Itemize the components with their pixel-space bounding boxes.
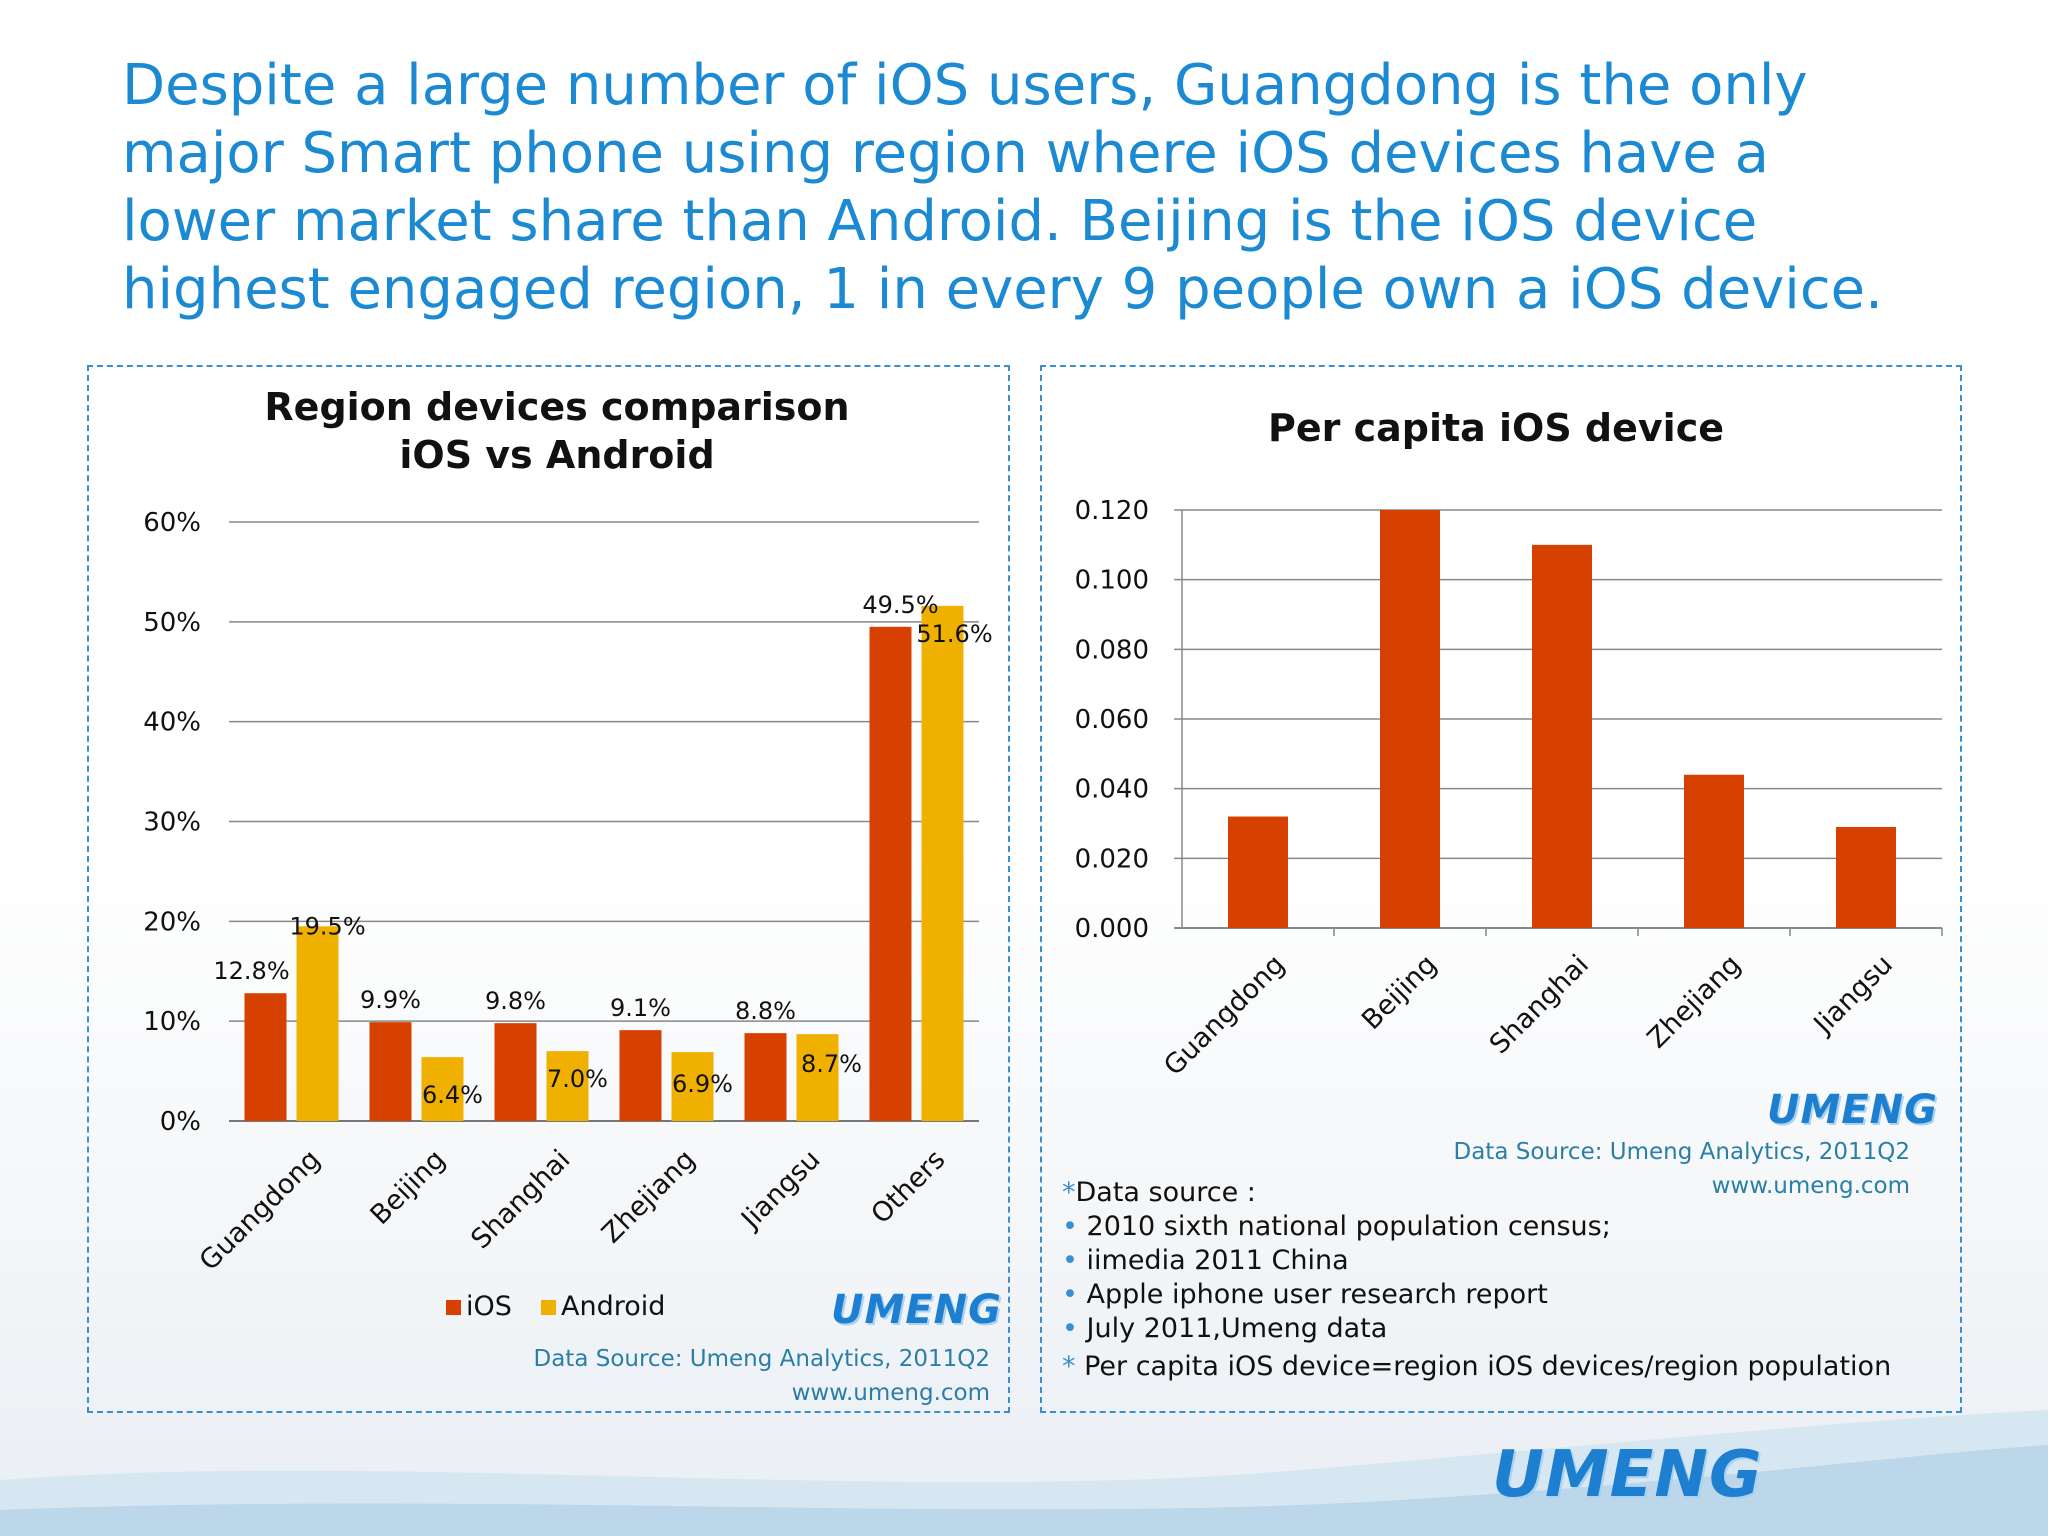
y-tick-label: 0.100: [1075, 566, 1149, 596]
y-tick-label: 0.040: [1075, 775, 1149, 805]
per-capita-chart: Per capita iOS device 0.000 0.020 0.040 0.0…: [1075, 406, 1943, 1082]
data-source: Data Source: Umeng Analytics, 2011Q2 www…: [1454, 1135, 1911, 1203]
data-label: 51.6%: [916, 620, 992, 648]
y-tick-label: 50%: [143, 608, 201, 638]
y-tick-label: 20%: [143, 907, 201, 937]
notes-item-text: 2010 sixth national population census;: [1086, 1211, 1611, 1242]
notes-heading: *Data source :: [1062, 1176, 1891, 1210]
bullet-icon: •: [1062, 1313, 1087, 1344]
data-label: 6.4%: [422, 1081, 483, 1109]
headline-line: major Smart phone using region where iOS…: [122, 121, 1769, 186]
data-source-line: Data Source: Umeng Analytics, 2011Q2: [533, 1346, 991, 1372]
x-tick-label: Shanghai: [1484, 949, 1595, 1060]
per-capita-panel: Per capita iOS device 0.000 0.020 0.040 0.0…: [1040, 365, 1962, 1413]
data-source-line: Data Source: Umeng Analytics, 2011Q2: [1453, 1139, 1911, 1165]
y-tick-label: 0.020: [1075, 844, 1149, 874]
legend-swatch-android: [541, 1300, 556, 1315]
asterisk-icon: *: [1062, 1351, 1076, 1382]
bar-android: [546, 1051, 589, 1121]
y-tick-label: 0.060: [1075, 705, 1149, 735]
data-label: 9.1%: [610, 994, 671, 1022]
bar-ios: [244, 993, 287, 1121]
headline-line: Despite a large number of iOS users, Gua…: [122, 53, 1808, 118]
bar-android: [671, 1052, 714, 1121]
data-label: 9.8%: [485, 987, 546, 1015]
data-label: 7.0%: [547, 1065, 608, 1093]
data-label: 9.9%: [360, 986, 421, 1014]
bar-ios: [744, 1033, 787, 1121]
x-tick-label: Shanghai: [465, 1144, 576, 1255]
headline-line: lower market share than Android. Beijing…: [122, 189, 1758, 254]
bar-per-capita: [1228, 816, 1288, 928]
footer-wave: [0, 1410, 2048, 1536]
x-tick-label: Beijing: [365, 1144, 452, 1231]
bar-ios: [869, 626, 912, 1121]
data-label: 8.8%: [735, 997, 796, 1025]
region-comparison-panel: Region devices comparison iOS vs Android…: [87, 365, 1010, 1413]
notes-footnote-text: Per capita iOS device=region iOS devices…: [1084, 1351, 1892, 1382]
notes-item-text: Apple iphone user research report: [1086, 1279, 1548, 1310]
x-tick-label: Others: [865, 1144, 951, 1230]
chart-title: Region devices comparison: [264, 385, 849, 429]
y-tick-label: 0.080: [1075, 635, 1149, 665]
umeng-footer-logo: UMENG: [1492, 1438, 1763, 1512]
bar-per-capita: [1380, 510, 1440, 928]
notes-footnote: * Per capita iOS device=region iOS devic…: [1062, 1350, 1891, 1384]
data-label: 12.8%: [213, 957, 289, 985]
y-tick-label: 0%: [160, 1107, 201, 1137]
x-tick-label: Zhejiang: [1642, 949, 1747, 1054]
data-label: 19.5%: [289, 912, 365, 940]
notes-heading-text: Data source :: [1075, 1177, 1256, 1208]
bullet-icon: •: [1062, 1211, 1087, 1242]
bar-ios: [369, 1022, 412, 1121]
data-label: 8.7%: [801, 1050, 862, 1078]
y-tick-label: 10%: [143, 1007, 201, 1037]
chart-subtitle: iOS vs Android: [399, 433, 714, 477]
notes-item: • iimedia 2011 China: [1062, 1244, 1891, 1278]
x-tick-label: Zhejiang: [596, 1144, 701, 1249]
x-tick-label: Guangdong: [194, 1144, 327, 1277]
y-tick-label: 30%: [143, 808, 201, 838]
data-label: 6.9%: [672, 1070, 733, 1098]
bullet-icon: •: [1062, 1279, 1087, 1310]
bar-ios: [619, 1030, 662, 1121]
headline: Despite a large number of iOS users, Gua…: [122, 52, 1982, 324]
y-tick-label: 0.120: [1075, 496, 1149, 526]
legend-swatch-ios: [446, 1300, 461, 1315]
bar-android: [796, 1034, 839, 1121]
data-source: Data Source: Umeng Analytics, 2011Q2 www…: [534, 1342, 991, 1410]
headline-line: highest engaged region, 1 in every 9 peo…: [122, 257, 1883, 322]
bar-per-capita: [1836, 826, 1896, 928]
notes-item-text: iimedia 2011 China: [1086, 1245, 1349, 1276]
asterisk-icon: *: [1062, 1177, 1076, 1208]
umeng-logo: UMENG: [1767, 1087, 1938, 1133]
bar-android: [296, 926, 339, 1121]
umeng-logo: UMENG: [831, 1287, 1002, 1333]
region-comparison-chart: Region devices comparison iOS vs Android…: [143, 385, 992, 1322]
legend-label-ios: iOS: [466, 1291, 512, 1322]
data-source-url: www.umeng.com: [791, 1380, 990, 1406]
notes-item-text: July 2011,Umeng data: [1086, 1313, 1388, 1344]
y-tick-label: 40%: [143, 708, 201, 738]
x-tick-label: Guangdong: [1158, 949, 1291, 1082]
bar-android: [921, 605, 964, 1121]
bar-per-capita: [1532, 544, 1592, 928]
bar-android: [421, 1057, 464, 1121]
bar-per-capita: [1684, 774, 1744, 928]
y-tick-label: 60%: [143, 508, 201, 538]
chart-title: Per capita iOS device: [1268, 406, 1724, 450]
x-tick-label: Jiangsu: [1807, 949, 1899, 1041]
data-source-notes: *Data source : • 2010 sixth national pop…: [1062, 1176, 1891, 1384]
bar-ios: [494, 1023, 537, 1121]
x-tick-label: Beijing: [1356, 949, 1443, 1036]
data-label: 49.5%: [862, 591, 938, 619]
y-tick-label: 0.000: [1075, 914, 1149, 944]
bullet-icon: •: [1062, 1245, 1087, 1276]
data-source-url: www.umeng.com: [1711, 1173, 1910, 1199]
notes-item: • Apple iphone user research report: [1062, 1278, 1891, 1312]
notes-item: • July 2011,Umeng data: [1062, 1312, 1891, 1346]
notes-item: • 2010 sixth national population census;: [1062, 1210, 1891, 1244]
legend-label-android: Android: [561, 1291, 665, 1322]
x-tick-label: Jiangsu: [734, 1144, 826, 1236]
